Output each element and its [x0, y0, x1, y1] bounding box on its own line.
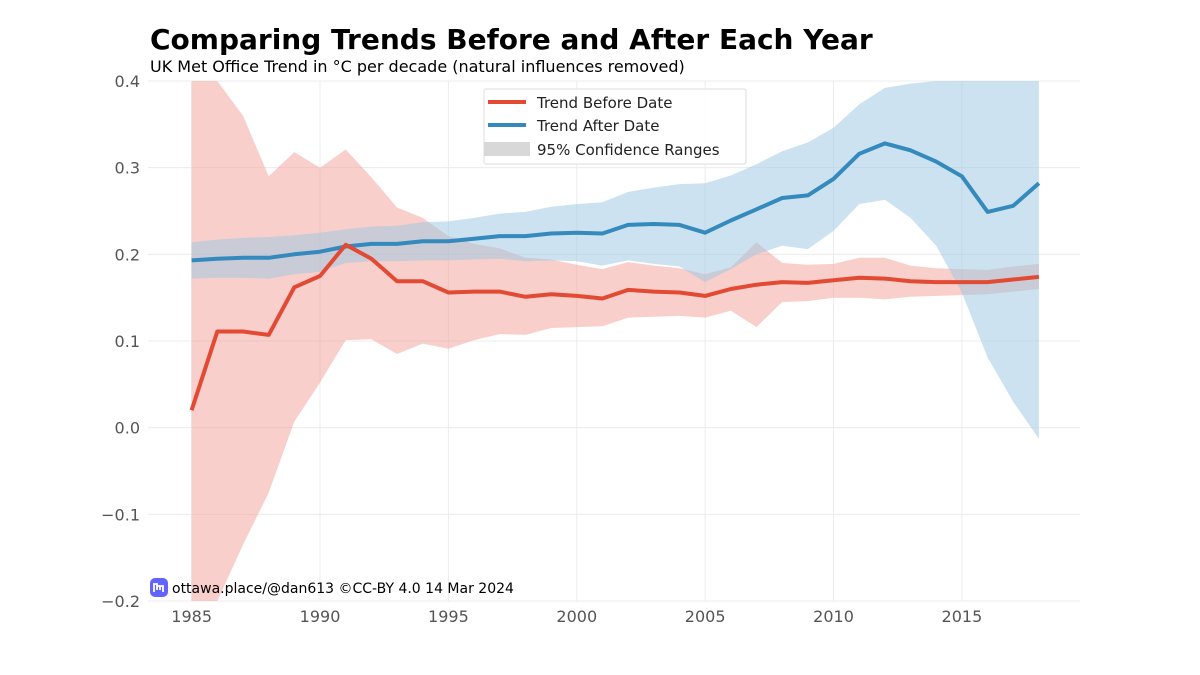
chart-title: Comparing Trends Before and After Each Y… [150, 23, 873, 56]
legend-swatch-confidence [484, 142, 530, 156]
credit-text: ottawa.place/@dan613 ©CC-BY 4.0 14 Mar 2… [172, 581, 514, 597]
y-tick-label: −0.1 [101, 505, 140, 524]
y-tick-label: 0.1 [115, 332, 140, 351]
x-tick-label: 2015 [942, 607, 983, 626]
x-tick-label: 2010 [813, 607, 854, 626]
series-lines [189, 141, 1041, 411]
legend-label-after: Trend After Date [536, 117, 659, 135]
legend: Trend Before Date Trend After Date 95% C… [483, 88, 747, 165]
x-tick-label: 1995 [428, 607, 469, 626]
series-line-after [191, 141, 1041, 263]
y-tick-label: 0.4 [115, 72, 140, 91]
legend-label-confidence: 95% Confidence Ranges [537, 141, 720, 159]
y-tick-label: 0.0 [115, 419, 140, 438]
y-tick-label: 0.2 [115, 245, 140, 264]
legend-frame [483, 88, 747, 165]
x-tick-label: 2000 [556, 607, 597, 626]
x-tick-label: 1985 [171, 607, 212, 626]
mastodon-icon [150, 578, 168, 597]
x-tick-label: 1990 [300, 607, 341, 626]
chart-subtitle: UK Met Office Trend in °C per decade (na… [150, 57, 685, 76]
series-line-before [189, 242, 1040, 411]
credit: ottawa.place/@dan613 ©CC-BY 4.0 14 Mar 2… [150, 578, 514, 597]
x-tick-label: 2005 [685, 607, 726, 626]
x-axis-ticks: 1985 1990 1995 2000 2005 2010 2015 [171, 607, 982, 626]
confidence-bands [191, 81, 1039, 601]
y-tick-label: −0.2 [101, 592, 140, 611]
y-tick-label: 0.3 [115, 159, 140, 178]
confidence-band-after [191, 81, 1039, 439]
legend-label-before: Trend Before Date [536, 94, 672, 112]
confidence-band-before [191, 81, 1039, 601]
y-axis-ticks: −0.2 −0.1 0.0 0.1 0.2 0.3 0.4 [101, 72, 140, 611]
